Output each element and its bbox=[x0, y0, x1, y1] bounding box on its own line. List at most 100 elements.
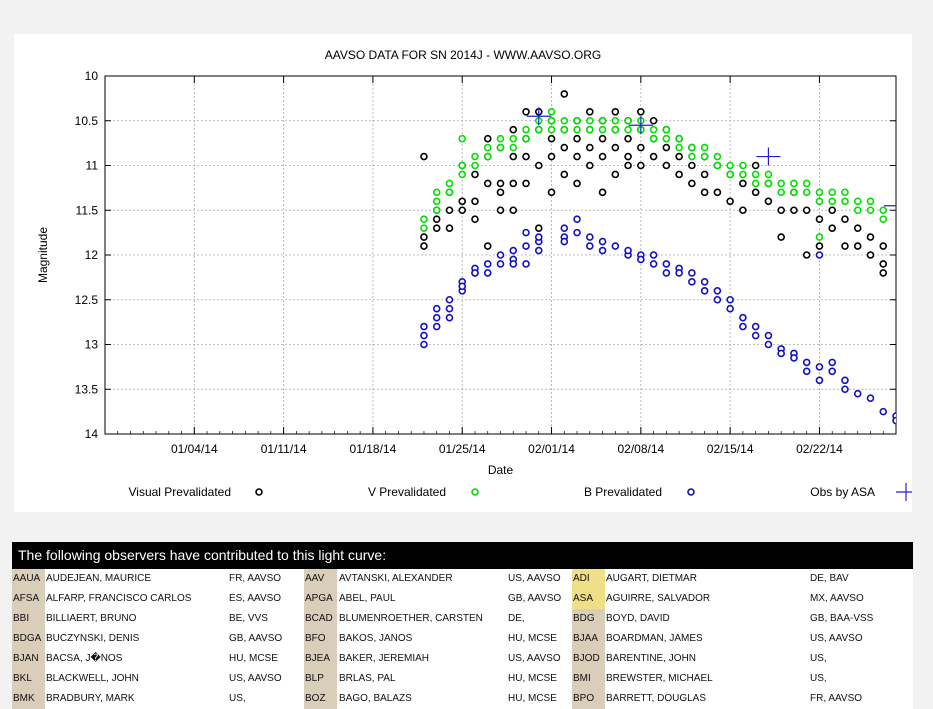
b-prevalidated-point bbox=[483, 269, 492, 277]
visual-prevalidated-point bbox=[496, 179, 505, 188]
visual-prevalidated-point bbox=[624, 161, 632, 170]
v-prevalidated-point bbox=[420, 215, 428, 223]
legend-marker-b-prevalidated bbox=[687, 488, 695, 496]
b-prevalidated-point bbox=[586, 233, 594, 241]
b-prevalidated-point bbox=[828, 367, 837, 376]
visual-prevalidated-point bbox=[841, 242, 849, 250]
visual-prevalidated-point bbox=[611, 108, 620, 116]
legend-label-obs-by-asa: Obs by ASA bbox=[810, 485, 875, 499]
observer-name: BUCZYNSKI, DENIS bbox=[46, 633, 140, 644]
observers-list: AAUA AUDEJEAN, MAURICE FR, AAVSO AAV AVTANSK… bbox=[12, 569, 913, 709]
v-prevalidated-point bbox=[866, 197, 875, 206]
v-prevalidated-point bbox=[815, 233, 824, 241]
visual-prevalidated-point bbox=[637, 108, 645, 116]
observer-code: BBI bbox=[12, 609, 45, 629]
observer-name: BLUMENROETHER, CARSTEN bbox=[339, 613, 483, 624]
b-prevalidated-point bbox=[432, 313, 441, 322]
observer-name: AGUIRRE, SALVADOR bbox=[606, 593, 711, 604]
v-prevalidated-point bbox=[662, 125, 671, 134]
v-prevalidated-point bbox=[675, 134, 683, 143]
observer-org: HU, MCSE bbox=[508, 673, 557, 684]
visual-prevalidated-point bbox=[445, 206, 454, 215]
observer-org: DE, bbox=[508, 613, 525, 624]
b-prevalidated-point bbox=[649, 260, 658, 268]
b-prevalidated-point bbox=[815, 363, 824, 371]
observer-name: ABEL, PAUL bbox=[339, 593, 396, 604]
b-prevalidated-point bbox=[764, 340, 773, 349]
visual-prevalidated-point bbox=[547, 134, 556, 143]
b-prevalidated-point bbox=[624, 246, 632, 255]
v-prevalidated-point bbox=[675, 143, 683, 152]
b-prevalidated-point bbox=[534, 246, 543, 255]
legend-marker-v-prevalidated bbox=[471, 488, 479, 496]
visual-prevalidated-point bbox=[573, 179, 581, 188]
observer-org: US, AAVSO bbox=[229, 673, 282, 684]
b-prevalidated-point bbox=[853, 389, 862, 398]
visual-prevalidated-point bbox=[700, 188, 709, 197]
observer-row: AAUA AUDEJEAN, MAURICE FR, AAVSO AAV AVTANSK… bbox=[12, 569, 913, 589]
visual-prevalidated-point bbox=[432, 215, 441, 223]
observer-name: BLACKWELL, JOHN bbox=[46, 673, 139, 684]
observer-row: BJAN BACSA, J�NOS HU, MCSE BJEA BAKER, JEREM… bbox=[12, 649, 913, 669]
v-prevalidated-point bbox=[879, 206, 888, 215]
visual-prevalidated-point bbox=[649, 116, 658, 125]
b-prevalidated-point bbox=[675, 269, 683, 277]
x-tick-label: 02/08/14 bbox=[617, 442, 664, 456]
v-prevalidated-point bbox=[662, 134, 671, 143]
b-prevalidated-point bbox=[471, 269, 479, 277]
b-prevalidated-point bbox=[611, 242, 620, 250]
b-prevalidated-point bbox=[598, 246, 607, 255]
observer-name: BREWSTER, MICHAEL bbox=[606, 673, 713, 684]
visual-prevalidated-point bbox=[853, 224, 862, 232]
visual-prevalidated-point bbox=[471, 170, 479, 179]
b-prevalidated-point bbox=[649, 251, 658, 259]
visual-prevalidated-point bbox=[828, 206, 837, 215]
b-prevalidated-point bbox=[713, 286, 722, 295]
b-prevalidated-point bbox=[802, 367, 811, 376]
visual-prevalidated-point bbox=[458, 197, 467, 206]
light-curve-chart: AAVSO DATA FOR SN 2014J - WWW.AAVSO.ORG 1… bbox=[14, 34, 912, 512]
b-prevalidated-point bbox=[637, 255, 645, 264]
visual-prevalidated-point bbox=[586, 108, 594, 116]
b-prevalidated-point bbox=[726, 304, 734, 313]
visual-prevalidated-point bbox=[866, 233, 875, 241]
visual-prevalidated-point bbox=[496, 188, 505, 197]
v-prevalidated-point bbox=[471, 152, 479, 161]
x-tick-label: 02/01/14 bbox=[528, 442, 575, 456]
visual-prevalidated-point bbox=[598, 152, 607, 161]
v-prevalidated-point bbox=[866, 206, 875, 215]
v-prevalidated-point bbox=[700, 143, 709, 152]
visual-prevalidated-point bbox=[866, 251, 875, 259]
y-axis-label: Magnitude bbox=[36, 227, 50, 283]
v-prevalidated-point bbox=[547, 125, 556, 134]
observer-org: US, bbox=[810, 673, 827, 684]
visual-prevalidated-point bbox=[662, 161, 671, 170]
observer-row: BKL BLACKWELL, JOHN US, AAVSO BLP BRLAS, PAL… bbox=[12, 669, 913, 689]
visual-prevalidated-point bbox=[534, 224, 543, 232]
x-tick-label: 02/22/14 bbox=[796, 442, 843, 456]
observer-code: BDG bbox=[572, 609, 605, 629]
b-prevalidated-point bbox=[688, 278, 696, 286]
y-tick-label: 12.5 bbox=[75, 293, 99, 307]
visual-prevalidated-point bbox=[522, 152, 530, 161]
visual-prevalidated-point bbox=[522, 179, 530, 188]
y-tick-label: 13.5 bbox=[75, 382, 99, 396]
visual-prevalidated-point bbox=[675, 152, 683, 161]
v-prevalidated-point bbox=[522, 125, 530, 134]
observer-org: HU, MCSE bbox=[508, 633, 557, 644]
observer-org: HU, MCSE bbox=[229, 653, 278, 664]
observer-code: AAV bbox=[304, 569, 337, 589]
v-prevalidated-point bbox=[483, 143, 492, 152]
visual-prevalidated-point bbox=[649, 152, 658, 161]
observer-row: BMK BRADBURY, MARK US, BOZ BAGO, BALAZS HU, M… bbox=[12, 689, 913, 709]
v-prevalidated-point bbox=[790, 179, 798, 188]
v-prevalidated-point bbox=[841, 188, 849, 197]
observer-name: AVTANSKI, ALEXANDER bbox=[339, 573, 453, 584]
visual-prevalidated-point bbox=[586, 143, 594, 152]
v-prevalidated-point bbox=[751, 179, 760, 188]
observer-code: ASA bbox=[572, 589, 605, 609]
visual-prevalidated-point bbox=[420, 233, 428, 241]
observer-org: FR, AAVSO bbox=[229, 573, 282, 584]
b-prevalidated-point bbox=[598, 237, 607, 246]
chart-title: AAVSO DATA FOR SN 2014J - WWW.AAVSO.ORG bbox=[325, 48, 602, 62]
